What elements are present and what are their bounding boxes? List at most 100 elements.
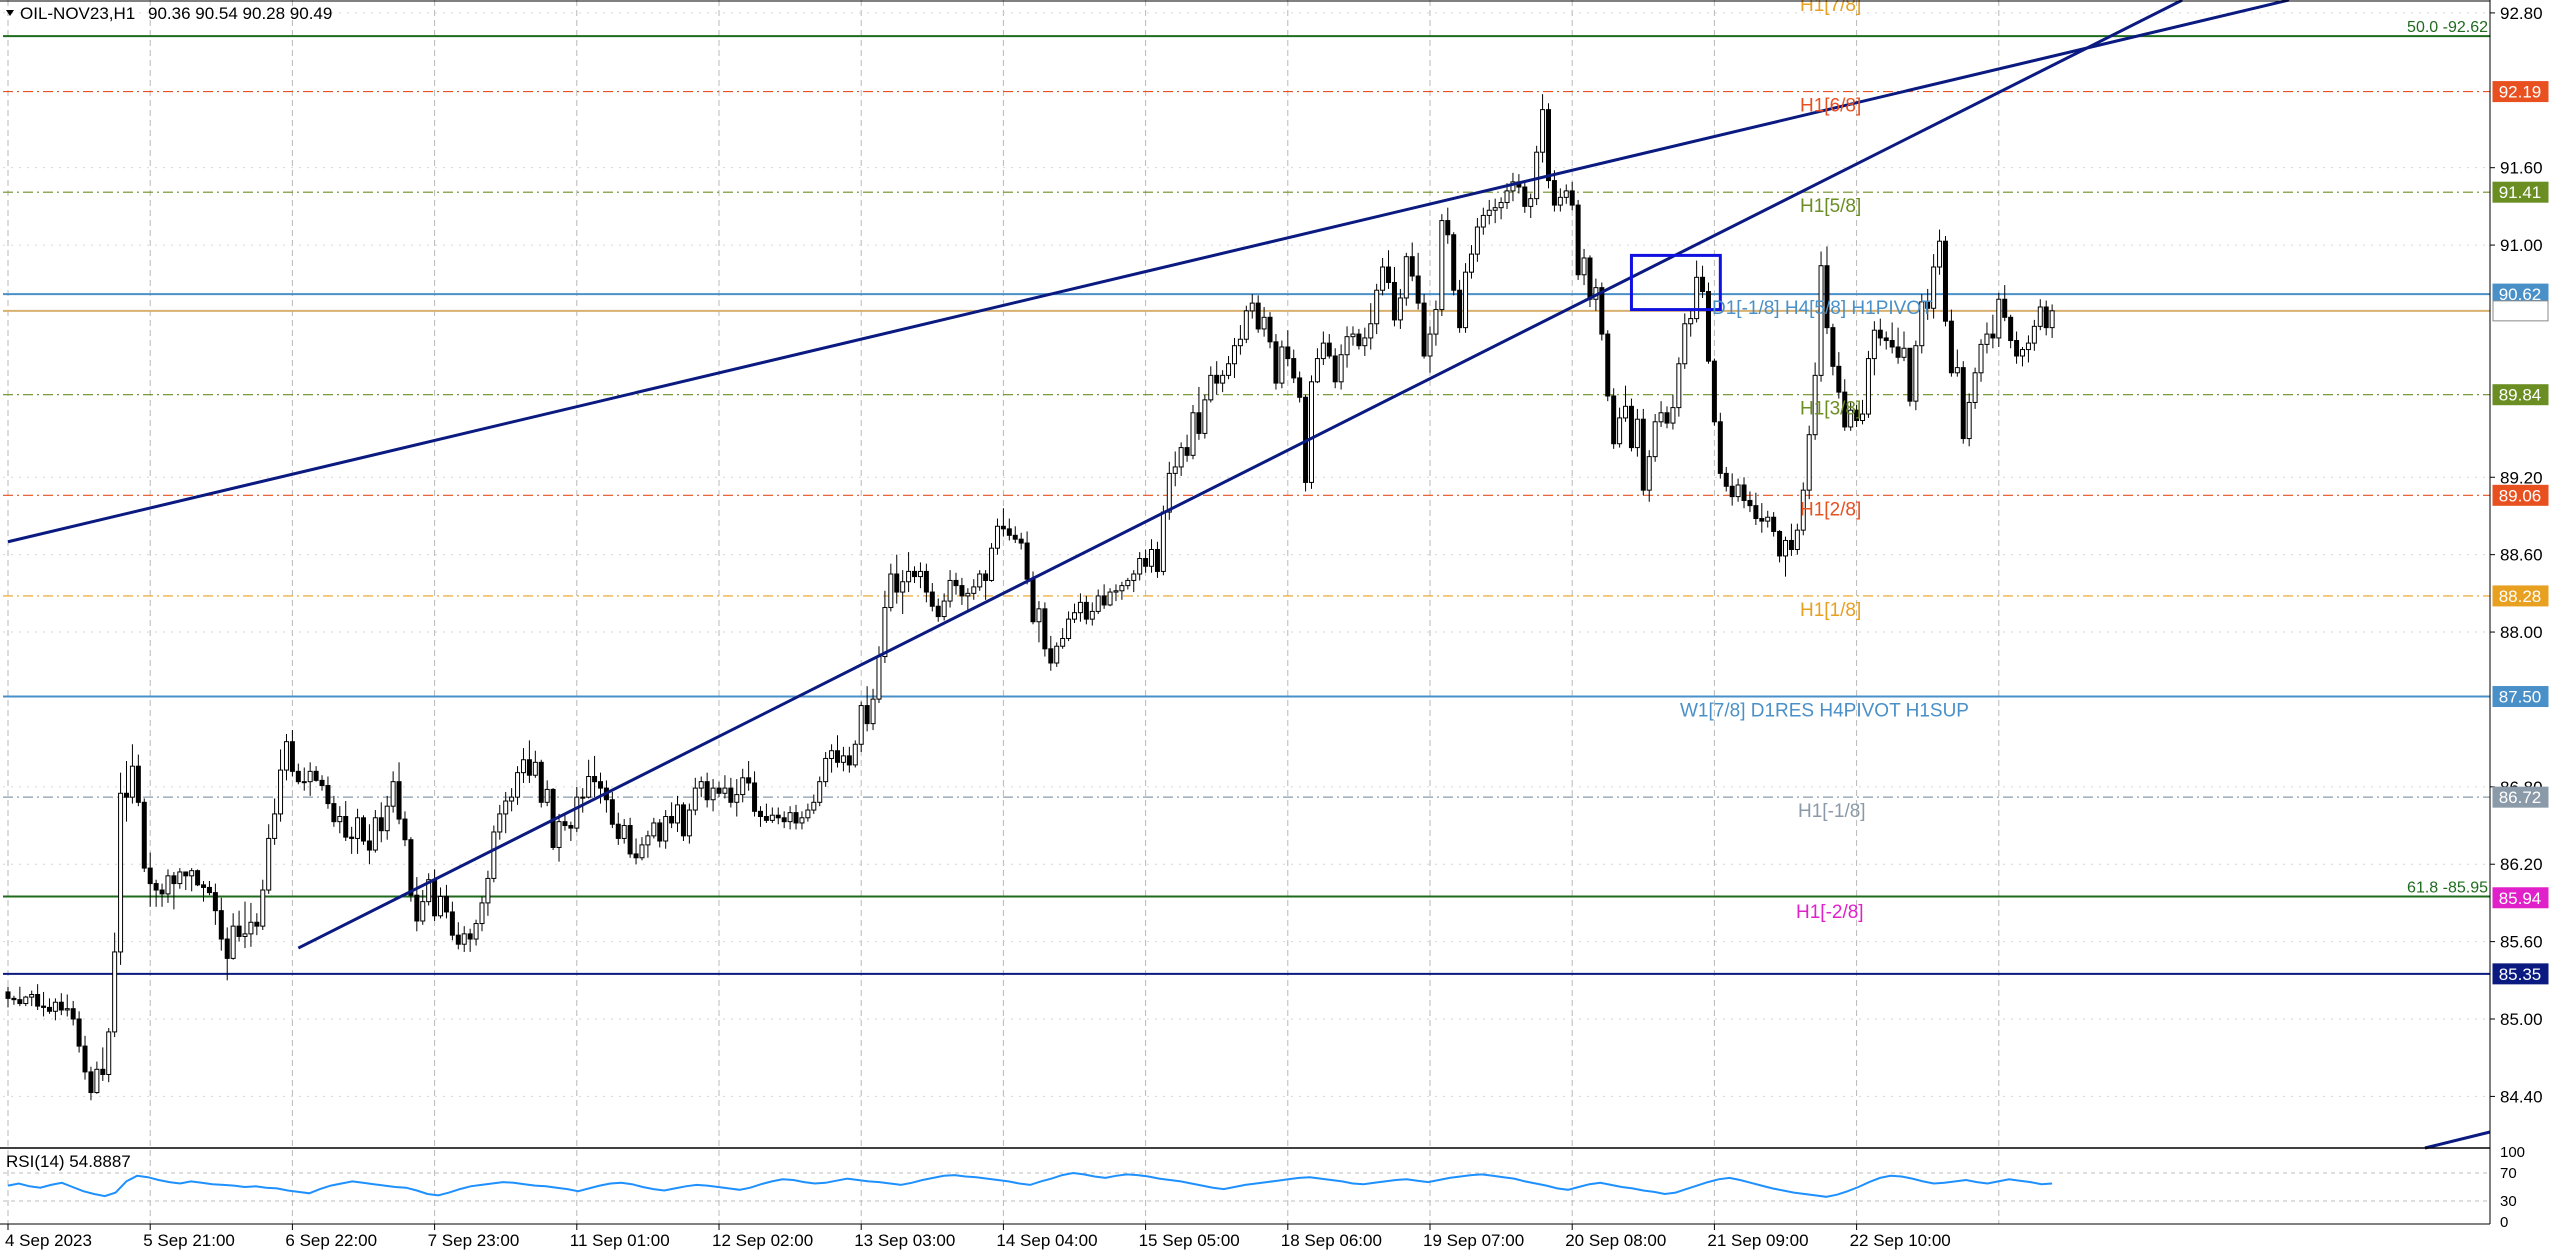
candle-bear [1628, 405, 1634, 449]
candle-bull [1658, 412, 1664, 423]
candle-bear [396, 781, 402, 820]
candle-bear [46, 1006, 52, 1012]
candle-bull [52, 1001, 58, 1012]
candle-bull [1510, 181, 1516, 192]
level-label: H1[-1/8] [1798, 801, 1866, 822]
candle-bull [485, 877, 491, 904]
price-tag-bg [2492, 484, 2549, 506]
candle-bear [325, 785, 331, 805]
candle-bear [1569, 190, 1575, 206]
candle-bear [669, 815, 675, 824]
candle-bull [621, 825, 627, 839]
candle-bear [562, 821, 568, 827]
candle-bull [1249, 302, 1255, 312]
dropdown-triangle-icon[interactable] [6, 10, 14, 16]
candle-bear [455, 934, 461, 945]
time-tick-label: 11 Sep 01:00 [570, 1231, 670, 1250]
candle-bear [1006, 528, 1012, 536]
candle-bear [526, 759, 532, 776]
candle-bull [870, 698, 876, 725]
candle-bull [1623, 405, 1629, 419]
candle-bear [41, 1005, 47, 1008]
candle-bull [2049, 310, 2055, 329]
candle-bear [1018, 538, 1024, 544]
price-tag-bg [2492, 181, 2549, 203]
candle-bear [633, 853, 639, 859]
candle-bear [378, 817, 384, 832]
price-tag-label: 90.62 [2499, 285, 2542, 304]
candle-bear [183, 871, 189, 877]
candle-bull [1338, 354, 1344, 383]
candle-bull [544, 788, 550, 803]
candle-bear [1575, 204, 1581, 276]
candle-bull [2025, 342, 2031, 351]
candle-bull [947, 579, 953, 602]
level-labels: H1[7/8] 50.0 -92.62 H1[6/8] H1[5/8] D1[-1/8]… [1680, 0, 2488, 923]
candle-bull [1818, 265, 1824, 376]
candle-bull [1137, 558, 1143, 575]
candle-bull [1403, 256, 1409, 299]
candle-bull [1534, 151, 1540, 200]
price-tag-label: 88.28 [2499, 587, 2542, 606]
candle-bull [473, 923, 479, 940]
candle-bear [1184, 447, 1190, 456]
candle-bull [882, 607, 888, 658]
trendline-fragment[interactable] [2424, 1130, 2491, 1150]
candles [5, 94, 2055, 1101]
candle-bull [1125, 579, 1131, 587]
price-tick-label: 84.40 [2500, 1087, 2543, 1106]
candle-bull [1119, 585, 1125, 592]
candle-bear [1925, 301, 1931, 309]
candle-bear [1854, 409, 1860, 422]
candle-bull [2031, 325, 2037, 344]
trendline-upper-channel[interactable] [7, 0, 2290, 544]
candle-bear [1836, 365, 1842, 393]
price-tick-label: 92.80 [2500, 4, 2543, 23]
candle-bear [1729, 485, 1735, 498]
candle-bull [799, 817, 805, 824]
time-tick-label: 5 Sep 21:00 [143, 1231, 235, 1250]
candle-bear [1196, 412, 1202, 434]
candle-bear [1409, 256, 1415, 277]
trendlines[interactable] [7, 0, 2491, 1150]
time-tick-label: 12 Sep 02:00 [712, 1231, 813, 1250]
candle-bull [1468, 253, 1474, 273]
candle-bull [1848, 409, 1854, 428]
candle-bull [1498, 202, 1504, 209]
candle-bull [1439, 220, 1445, 311]
candle-bull [1694, 276, 1700, 320]
level-label: D1[-1/8] H4[5/8] H1PIVOT [1712, 298, 1933, 319]
candle-bear [2008, 316, 2014, 342]
candle-bull [1954, 367, 1960, 374]
candle-bull [1652, 421, 1658, 458]
candle-bear [592, 776, 598, 783]
candle-bull [817, 781, 823, 803]
candle-bear [1391, 281, 1397, 321]
price-levels [3, 35, 2490, 975]
candle-bull [1220, 374, 1226, 384]
candle-bull [805, 809, 811, 819]
candle-bull [580, 796, 586, 799]
trendline-lower-channel[interactable] [297, 0, 2184, 950]
candle-bull [420, 901, 426, 922]
candle-bull [307, 770, 313, 783]
candle-bear [1599, 287, 1605, 335]
candle-bear [124, 792, 129, 798]
price-tag-bg [2492, 300, 2549, 322]
candle-bear [1083, 601, 1089, 620]
candle-bear [1285, 346, 1291, 360]
candle-bear [680, 804, 686, 837]
time-tick-label: 19 Sep 07:00 [1423, 1231, 1524, 1250]
candle-bull [1380, 266, 1386, 291]
candle-bull [1480, 214, 1486, 228]
candle-bull [1208, 374, 1214, 401]
candle-bear [983, 573, 989, 581]
candle-bull [1172, 466, 1178, 474]
candle-bull [971, 586, 977, 594]
candle-bear [1842, 391, 1848, 428]
candle-bull [1190, 412, 1196, 456]
highlight-box[interactable] [1629, 253, 1722, 312]
candle-bear [236, 925, 242, 937]
candle-bear [201, 884, 207, 888]
